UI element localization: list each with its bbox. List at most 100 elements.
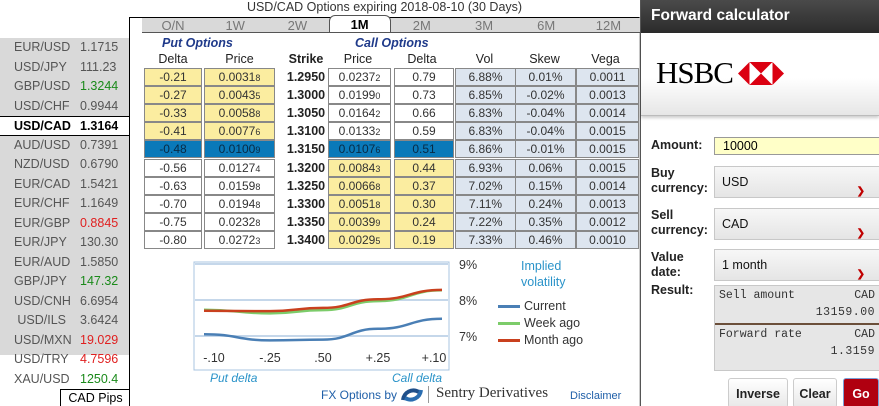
- cell-put-price[interactable]: 0.00435: [204, 86, 275, 105]
- cell-value: 0.73: [412, 88, 436, 103]
- clear-button[interactable]: Clear: [793, 378, 837, 406]
- sell-currency-select[interactable]: CAD ❯: [714, 208, 879, 240]
- x-tick-label: -.25: [259, 351, 281, 365]
- cell-value: -0.41: [159, 124, 187, 139]
- tab-6m[interactable]: 6M: [537, 18, 556, 33]
- rate-row-usd-ils[interactable]: USD/ILS 3.6424: [0, 311, 130, 331]
- cell-put-delta: -0.80: [144, 230, 202, 249]
- cell-vega: 0.0014: [576, 176, 639, 195]
- tab-on[interactable]: O/N: [161, 18, 185, 33]
- rate-row-usd-chf[interactable]: USD/CHF 0.9944: [0, 97, 130, 117]
- cell-put-price[interactable]: 0.00318: [204, 68, 275, 86]
- sentry-derivatives-brand[interactable]: Sentry Derivatives: [436, 385, 549, 401]
- cell-put-price[interactable]: 0.01598: [204, 176, 275, 195]
- cell-call-price[interactable]: 0.02372: [328, 68, 391, 86]
- cell-value: 0.24: [412, 214, 436, 229]
- rate-row-eur-aud[interactable]: EUR/AUD 1.5850: [0, 253, 130, 273]
- rate-row-usd-jpy[interactable]: USD/JPY 111.23: [0, 58, 130, 78]
- cell-value: 7.02%: [468, 178, 503, 193]
- forward-rate-value: 1.3159: [830, 345, 875, 358]
- cell-value-pip: 8: [255, 199, 261, 210]
- cell-value-pip: 2: [375, 127, 381, 138]
- x-tick-label: +.10: [422, 351, 447, 365]
- cell-put-price[interactable]: 0.02328: [204, 212, 275, 231]
- cell-vol: 6.88%: [455, 68, 516, 86]
- cell-vega: 0.0013: [576, 86, 639, 105]
- cell-put-price[interactable]: 0.00776: [204, 122, 275, 141]
- cell-strike: 1.3100: [278, 124, 334, 138]
- cell-put-price[interactable]: 0.01274: [204, 158, 275, 177]
- y-tick-label: 9%: [459, 258, 477, 272]
- cell-call-price[interactable]: 0.00399: [328, 212, 391, 231]
- rate-value: 19.029: [80, 332, 119, 347]
- rate-row-usd-mxn[interactable]: USD/MXN 19.029: [0, 331, 130, 351]
- cell-put-price[interactable]: 0.02723: [204, 230, 275, 249]
- value-date-value: 1 month: [722, 258, 768, 272]
- cell-vega: 0.0011: [576, 68, 639, 86]
- rate-row-gbp-usd[interactable]: GBP/USD 1.3244: [0, 77, 130, 97]
- rate-row-nzd-usd[interactable]: NZD/USD 0.6790: [0, 155, 130, 175]
- cell-value: 6.93%: [468, 160, 503, 175]
- tab-2w[interactable]: 2W: [287, 18, 308, 33]
- cell-call-price[interactable]: 0.00518: [328, 194, 391, 213]
- rate-row-eur-chf[interactable]: EUR/CHF 1.1649: [0, 194, 130, 214]
- tab-1m[interactable]: 1M: [328, 15, 391, 32]
- rate-value: 3.6424: [80, 313, 119, 327]
- cell-call-price[interactable]: 0.00843: [328, 158, 391, 177]
- cell-value: 0.0015: [589, 124, 626, 139]
- rate-row-eur-usd[interactable]: EUR/USD 1.1715: [0, 38, 130, 58]
- cell-call-price[interactable]: 0.00668: [328, 176, 391, 195]
- tab-2m[interactable]: 2M: [412, 18, 431, 33]
- cell-value: 6.88%: [468, 70, 503, 84]
- cell-put-delta: -0.63: [144, 176, 202, 195]
- legend-item-current: Current: [498, 299, 566, 313]
- inverse-button[interactable]: Inverse: [728, 378, 788, 406]
- buy-label-line2: currency:: [651, 181, 708, 195]
- cell-value: 0.24%: [528, 196, 563, 211]
- cell-call-price[interactable]: 0.01990: [328, 86, 391, 105]
- cell-put-price[interactable]: 0.01009: [204, 140, 275, 159]
- cell-skew: 0.24%: [515, 194, 576, 213]
- forward-rate-currency: CAD: [854, 328, 875, 341]
- x-tick-label: +.25: [366, 351, 391, 365]
- tab-1w[interactable]: 1W: [225, 18, 245, 33]
- cell-call-price[interactable]: 0.00295: [328, 230, 391, 249]
- tab-3m[interactable]: 3M: [474, 18, 494, 33]
- legend-item-week-ago: Week ago: [498, 316, 580, 330]
- cell-put-price[interactable]: 0.00588: [204, 104, 275, 123]
- cell-value: 0.44: [412, 160, 436, 175]
- cell-call-price[interactable]: 0.01642: [328, 104, 391, 123]
- cell-value-pip: 2: [375, 109, 381, 120]
- unit-cad-pips[interactable]: CAD Pips: [60, 389, 131, 406]
- cell-skew: 0.15%: [515, 176, 576, 195]
- rate-row-usd-cad[interactable]: USD/CAD 1.3164: [0, 116, 130, 136]
- buy-currency-select[interactable]: USD ❯: [714, 166, 879, 198]
- rate-row-eur-jpy[interactable]: EUR/JPY 130.30: [0, 233, 130, 253]
- rate-row-usd-cnh[interactable]: USD/CNH 6.6954: [0, 292, 130, 312]
- disclaimer-link[interactable]: Disclaimer: [570, 390, 622, 402]
- cell-put-delta: -0.41: [144, 122, 202, 141]
- cell-put-price[interactable]: 0.01948: [204, 194, 275, 213]
- amount-input[interactable]: [714, 137, 879, 155]
- rate-row-xau-usd[interactable]: XAU/USD 1250.4: [0, 370, 130, 390]
- sell-label-line1: Sell: [651, 208, 674, 222]
- rate-row-aud-usd[interactable]: AUD/USD 0.7391: [0, 136, 130, 156]
- rate-row-eur-gbp[interactable]: EUR/GBP 0.8845: [0, 214, 130, 234]
- go-button[interactable]: Go: [843, 378, 879, 406]
- cell-value: -0.56: [159, 160, 187, 175]
- chevron-down-icon: ❯: [856, 228, 865, 239]
- rate-row-gbp-jpy[interactable]: GBP/JPY 147.32: [0, 272, 130, 292]
- cell-call-price[interactable]: 0.01332: [328, 122, 391, 141]
- cell-call-price[interactable]: 0.01076: [328, 140, 391, 159]
- value-date-select[interactable]: 1 month ❯: [714, 249, 879, 281]
- cell-strike: 1.3050: [278, 106, 334, 120]
- cell-value-pip: 9: [255, 145, 261, 156]
- cell-value-pip: 8: [255, 217, 261, 228]
- tab-12m[interactable]: 12M: [595, 18, 622, 33]
- cell-value: 0.0199: [338, 88, 376, 103]
- sell-currency-value: CAD: [722, 217, 749, 231]
- cell-value: -0.33: [159, 106, 187, 121]
- rate-pair: AUD/USD: [14, 137, 71, 152]
- rate-row-eur-cad[interactable]: EUR/CAD 1.5421: [0, 175, 130, 195]
- rate-row-usd-try[interactable]: USD/TRY 4.7596: [0, 350, 130, 370]
